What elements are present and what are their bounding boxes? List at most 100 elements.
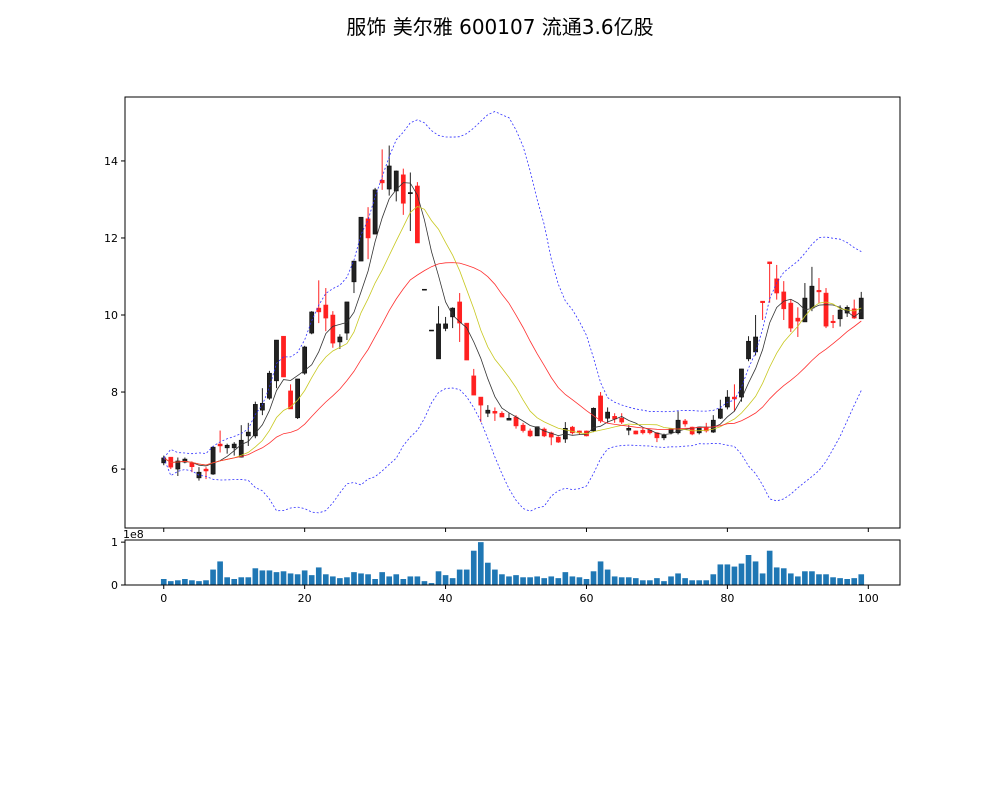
- bollinger-lower-line: [163, 387, 862, 514]
- candle-body: [302, 346, 308, 374]
- candle-body: [224, 444, 230, 449]
- ma5-line: [163, 182, 862, 467]
- volume-bar: [682, 578, 688, 585]
- volume-bar: [555, 578, 562, 585]
- volume-bar: [703, 580, 710, 585]
- candle: [386, 145, 392, 196]
- candle-body: [492, 411, 498, 414]
- volume-bar: [773, 567, 780, 585]
- volume-bar: [449, 578, 456, 585]
- volume-offset-label: 1e8: [123, 528, 144, 541]
- volume-bar: [823, 574, 829, 585]
- candle: [436, 306, 441, 360]
- candle-body: [767, 261, 773, 265]
- candle: [337, 334, 343, 349]
- candle: [323, 288, 329, 332]
- volume-bar: [738, 563, 745, 585]
- candle: [753, 315, 758, 356]
- volume-bar: [280, 571, 287, 585]
- candle: [358, 216, 364, 262]
- candle-body: [422, 288, 427, 291]
- volume-bar: [351, 572, 357, 585]
- volume-bar: [217, 561, 223, 585]
- candle-body: [605, 411, 610, 419]
- candle-body: [429, 329, 434, 332]
- candle: [570, 425, 575, 435]
- volume-bar: [196, 581, 202, 585]
- candle-body: [231, 443, 237, 449]
- candle-body: [175, 460, 181, 470]
- candle: [344, 301, 350, 341]
- candle-body: [746, 340, 751, 360]
- candle-body: [161, 457, 167, 464]
- candle-body: [527, 430, 533, 437]
- volume-bar: [802, 571, 808, 585]
- candle: [767, 261, 773, 303]
- candle-body: [555, 436, 561, 443]
- volume-bar: [625, 577, 632, 585]
- volume-tick-label: 0: [111, 579, 118, 592]
- candle-body: [457, 301, 463, 324]
- price-tick-label: 6: [111, 463, 118, 476]
- candle-body: [415, 185, 420, 244]
- candle-body: [591, 407, 596, 432]
- x-tick-label: 40: [439, 592, 453, 605]
- volume-bar: [245, 577, 252, 585]
- x-tick-label: 60: [579, 592, 593, 605]
- candle: [238, 425, 244, 458]
- volume-bar: [618, 577, 625, 585]
- candle-body: [252, 404, 258, 437]
- candle: [520, 422, 526, 433]
- candle-body: [344, 301, 350, 334]
- volume-bar: [632, 578, 639, 585]
- candle: [478, 396, 484, 423]
- candle: [760, 300, 765, 321]
- volume-bar: [322, 574, 329, 585]
- candle-body: [238, 439, 244, 458]
- volume-bar: [809, 571, 815, 585]
- volume-bar: [259, 570, 266, 585]
- volume-bar: [203, 580, 209, 585]
- volume-bar: [435, 571, 442, 585]
- candle-body: [506, 417, 512, 421]
- volume-bar: [795, 576, 801, 585]
- volume-bar: [224, 577, 230, 585]
- candle-body: [260, 402, 265, 411]
- volume-bar: [696, 580, 703, 585]
- volume-bar: [182, 579, 188, 585]
- candle: [351, 260, 357, 294]
- volume-bar: [534, 576, 540, 585]
- volume-bar: [231, 579, 238, 585]
- candle-body: [309, 311, 315, 334]
- volume-bar: [386, 576, 393, 585]
- volume-bar: [499, 574, 505, 585]
- candle: [407, 172, 413, 232]
- candle: [231, 442, 237, 456]
- volume-bar: [668, 576, 674, 585]
- candle: [464, 322, 470, 361]
- x-tick-label: 20: [298, 592, 312, 605]
- candle-body: [732, 396, 737, 400]
- candle: [161, 455, 167, 466]
- candle-body: [760, 300, 765, 303]
- candle-body: [823, 292, 829, 327]
- candle: [725, 390, 730, 410]
- volume-bar: [485, 562, 491, 585]
- candle-body: [717, 408, 723, 419]
- volume-bar: [442, 575, 449, 585]
- volume-bar: [506, 576, 512, 585]
- bollinger-upper-line: [163, 111, 862, 459]
- volume-bar: [294, 574, 301, 585]
- price-axes-frame: [124, 96, 901, 529]
- candle-body: [499, 412, 505, 418]
- candle-body: [696, 426, 702, 434]
- candle-body: [830, 320, 836, 323]
- candle-body: [323, 304, 329, 319]
- volume-bar: [358, 573, 364, 585]
- candle: [506, 413, 512, 421]
- volume-bar: [661, 581, 667, 585]
- candle-body: [478, 396, 484, 406]
- candle-body: [450, 307, 455, 318]
- candle: [739, 368, 744, 402]
